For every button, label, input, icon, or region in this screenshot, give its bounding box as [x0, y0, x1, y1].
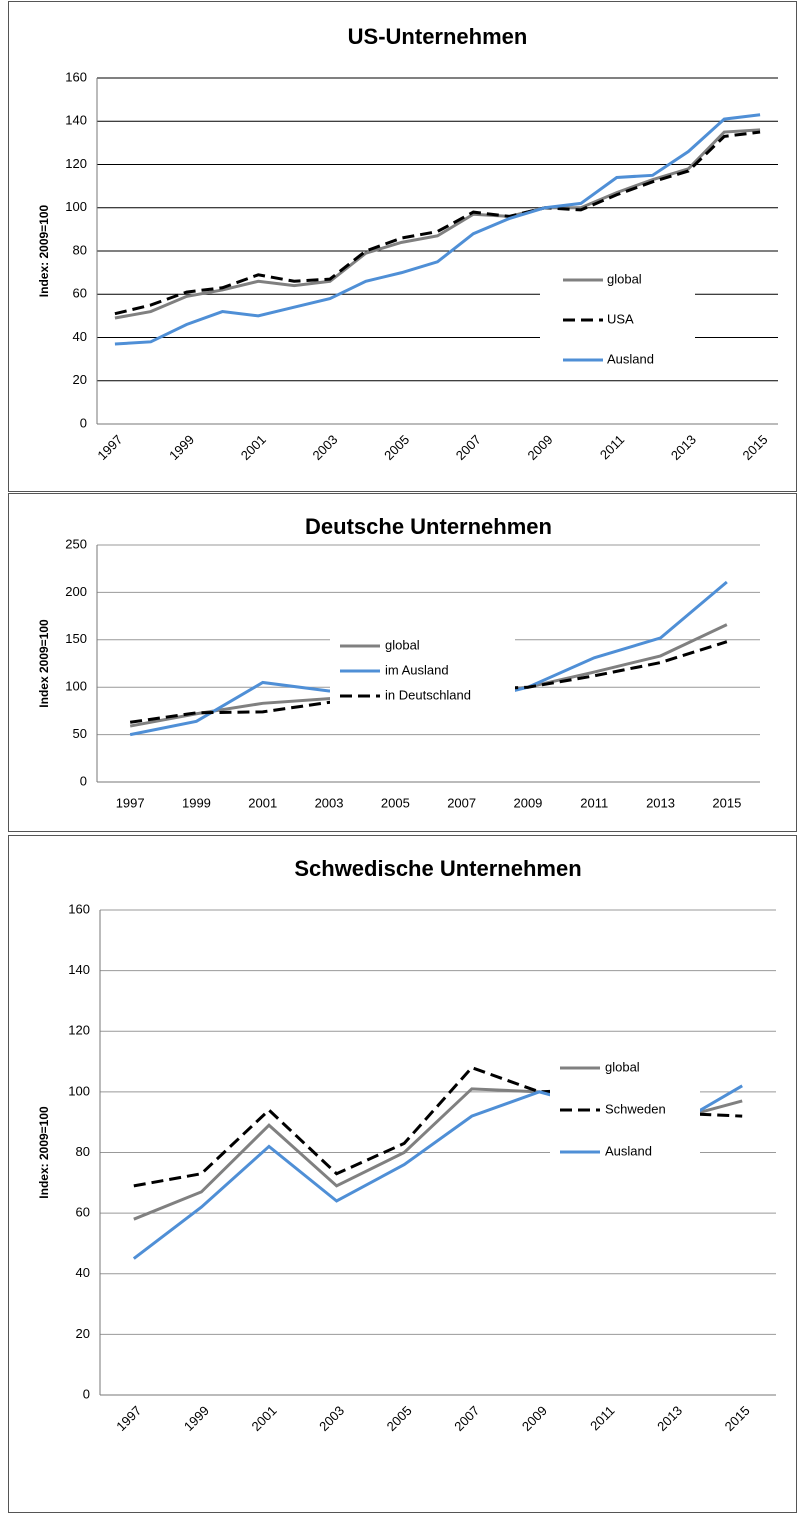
y-axis-label: Index 2009=100 [37, 619, 51, 708]
y-tick-label: 140 [65, 113, 87, 128]
y-tick-label: 120 [68, 1023, 90, 1038]
y-tick-label: 50 [73, 726, 87, 741]
x-tick-label: 1999 [181, 1403, 212, 1434]
x-tick-label: 2003 [315, 795, 344, 810]
legend-label: global [605, 1059, 640, 1074]
x-tick-label: 2015 [740, 432, 771, 463]
x-tick-label: 2013 [668, 432, 699, 463]
series-line [129, 640, 728, 724]
y-tick-label: 20 [76, 1326, 90, 1341]
y-tick-label: 100 [65, 199, 87, 214]
y-tick-label: 120 [65, 156, 87, 171]
x-tick-label: 2003 [309, 432, 340, 463]
y-tick-label: 140 [68, 962, 90, 977]
legend-label: USA [607, 311, 634, 326]
y-axis-label: Index: 2009=100 [37, 1106, 51, 1199]
chart-panel: Deutsche Unternehmen Index 2009=100 0 50 100… [8, 493, 797, 832]
x-tick-label: 2005 [384, 1403, 415, 1434]
y-tick-label: 0 [83, 1386, 90, 1401]
y-tick-label: 80 [76, 1144, 90, 1159]
legend-label: Ausland [607, 351, 654, 366]
x-tick-label: 1997 [113, 1403, 144, 1434]
y-tick-label: 40 [73, 329, 87, 344]
y-tick-label: 60 [73, 286, 87, 301]
y-tick-label: 250 [65, 536, 87, 551]
x-tick-label: 2001 [248, 1403, 279, 1434]
legend-label: Schweden [605, 1101, 666, 1116]
chart-title: Deutsche Unternehmen [305, 514, 552, 539]
y-axis-label: Index: 2009=100 [37, 204, 51, 297]
legend-label: im Ausland [385, 662, 449, 677]
x-tick-label: 2015 [722, 1403, 753, 1434]
panel-border [8, 1, 797, 492]
legend-label: global [607, 271, 642, 286]
legend-label: global [385, 637, 420, 652]
x-tick-label: 2007 [453, 432, 484, 463]
x-tick-label: 2013 [646, 795, 675, 810]
x-tick-label: 2011 [597, 432, 627, 462]
chart-title: US-Unternehmen [348, 24, 528, 49]
x-tick-label: 2003 [316, 1403, 347, 1434]
x-tick-label: 2009 [519, 1403, 550, 1434]
chart-panel: US-Unternehmen Index: 2009=100 0 20 40 60 80 10… [8, 1, 797, 492]
panel-border [8, 493, 797, 832]
chart-title: Schwedische Unternehmen [294, 856, 581, 881]
x-tick-label: 1999 [182, 795, 211, 810]
x-tick-label: 1997 [94, 432, 125, 463]
x-tick-label: 2007 [447, 795, 476, 810]
x-tick-label: 2011 [580, 795, 608, 810]
y-tick-label: 60 [76, 1205, 90, 1220]
x-tick-label: 2015 [712, 795, 741, 810]
y-tick-label: 0 [80, 415, 87, 430]
legend-label: in Deutschland [385, 687, 471, 702]
series-line [114, 130, 761, 316]
x-tick-label: 2009 [513, 795, 542, 810]
x-tick-label: 2007 [451, 1403, 482, 1434]
y-tick-label: 200 [65, 584, 87, 599]
x-tick-label: 1999 [166, 432, 197, 463]
x-tick-label: 2011 [587, 1403, 617, 1433]
series-line [114, 113, 761, 346]
chart-panel: Schwedische Unternehmen Index: 2009=100 0 2… [8, 835, 797, 1513]
x-tick-label: 2005 [381, 795, 410, 810]
y-tick-label: 20 [73, 372, 87, 387]
x-tick-label: 2009 [525, 432, 556, 463]
y-tick-label: 100 [65, 679, 87, 694]
y-tick-label: 80 [73, 242, 87, 257]
y-tick-label: 160 [68, 901, 90, 916]
legend-label: Ausland [605, 1143, 652, 1158]
y-tick-label: 150 [65, 631, 87, 646]
x-tick-label: 1997 [116, 795, 145, 810]
x-tick-label: 2001 [248, 795, 277, 810]
y-tick-label: 100 [68, 1083, 90, 1098]
y-tick-label: 40 [76, 1265, 90, 1280]
x-tick-label: 2013 [654, 1403, 685, 1434]
y-tick-label: 0 [80, 773, 87, 788]
x-tick-label: 2005 [381, 432, 412, 463]
y-tick-label: 160 [65, 69, 87, 84]
series-line [114, 128, 761, 320]
x-tick-label: 2001 [238, 432, 269, 463]
